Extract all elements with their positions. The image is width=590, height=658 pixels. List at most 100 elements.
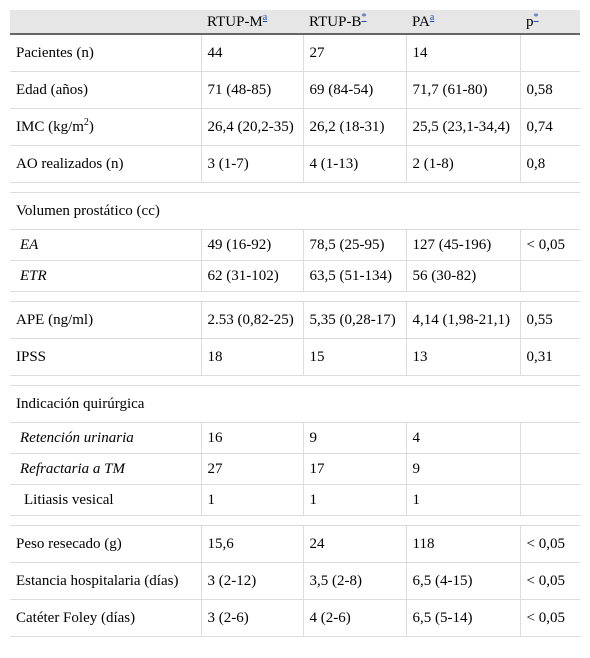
cell-rtup-b: 63,5 (51-134) [303,260,407,292]
cell-pa: 9 [406,453,521,485]
cell-pa: 4,14 (1,98-21,1) [406,301,521,339]
cell-rtup-b: 5,35 (0,28-17) [303,301,407,339]
cell-pa: 4 [406,422,521,454]
row-label: Retención urinaria [10,422,202,454]
cell-rtup-m: 71 (48-85) [201,71,304,109]
table-row: Pacientes (n) 44 27 14 [10,34,580,72]
section-row: Volumen prostático (cc) [10,192,580,230]
cell-p: < 0,05 [520,599,580,637]
cell-p: 0,74 [520,108,580,146]
cell-pa: 14 [406,34,521,72]
table-row: Estancia hospitalaria (días) 3 (2-12) 3,… [10,562,580,600]
cell-rtup-m: 3 (2-12) [201,562,304,600]
cell-rtup-m: 3 (1-7) [201,145,304,183]
cell-rtup-m: 15,6 [201,525,304,563]
table-row: Edad (años) 71 (48-85) 69 (84-54) 71,7 (… [10,71,580,109]
header-rtup-m: RTUP-Ma [201,10,303,35]
row-label: Estancia hospitalaria (días) [10,562,202,600]
spacer-row [10,182,580,193]
cell-rtup-m: 3 (2-6) [201,599,304,637]
table-row: EA 49 (16-92) 78,5 (25-95) 127 (45-196) … [10,229,580,261]
spacer-row [10,515,580,526]
cell-p: 0,55 [520,301,580,339]
row-label: Litiasis vesical [10,484,202,516]
cell-rtup-m: 1 [201,484,304,516]
cell-pa: 56 (30-82) [406,260,521,292]
row-label: AO realizados (n) [10,145,202,183]
row-label: APE (ng/ml) [10,301,202,339]
spacer-row [10,375,580,386]
cell-rtup-b: 4 (1-13) [303,145,407,183]
cell-rtup-b: 3,5 (2-8) [303,562,407,600]
cell-rtup-b: 4 (2-6) [303,599,407,637]
table-row: Retención urinaria 16 9 4 [10,422,580,454]
cell-rtup-m: 16 [201,422,304,454]
table-row: AO realizados (n) 3 (1-7) 4 (1-13) 2 (1-… [10,145,580,183]
row-label: Refractaria a TM [10,453,202,485]
row-label: Pacientes (n) [10,34,202,72]
results-table: RTUP-Ma RTUP-B* PAa p* Pacientes (n) 44 … [10,10,580,637]
cell-rtup-m: 2.53 (0,82-25) [201,301,304,339]
table-row: IPSS 18 15 13 0,31 [10,338,580,376]
cell-p [520,453,580,485]
spacer-row [10,291,580,302]
cell-p: < 0,05 [520,525,580,563]
section-row: Indicación quirúrgica [10,385,580,423]
footnote-link[interactable]: * [533,11,539,23]
cell-p [520,260,580,292]
cell-p [520,34,580,72]
cell-rtup-b: 1 [303,484,407,516]
cell-rtup-b: 78,5 (25-95) [303,229,407,261]
cell-p: 0,58 [520,71,580,109]
row-label: Edad (años) [10,71,202,109]
cell-rtup-m: 44 [201,34,304,72]
cell-pa: 118 [406,525,521,563]
cell-p: < 0,05 [520,229,580,261]
row-label: Catéter Foley (días) [10,599,202,637]
cell-rtup-b: 17 [303,453,407,485]
header-p: p* [520,10,580,35]
cell-pa: 71,7 (61-80) [406,71,521,109]
table-row: Catéter Foley (días) 3 (2-6) 4 (2-6) 6,5… [10,599,580,637]
cell-pa: 6,5 (5-14) [406,599,521,637]
cell-rtup-m: 27 [201,453,304,485]
cell-pa: 1 [406,484,521,516]
table-row: Refractaria a TM 27 17 9 [10,453,580,485]
table-row: IMC (kg/m2) 26,4 (20,2-35) 26,2 (18-31) … [10,108,580,146]
cell-rtup-m: 62 (31-102) [201,260,304,292]
cell-p: 0,31 [520,338,580,376]
footnote-link[interactable]: * [361,11,367,23]
table-row: Peso resecado (g) 15,6 24 118 < 0,05 [10,525,580,563]
header-pa: PAa [406,10,520,35]
header-empty [10,10,201,35]
table-row: APE (ng/ml) 2.53 (0,82-25) 5,35 (0,28-17… [10,301,580,339]
section-title-indicacion: Indicación quirúrgica [10,385,580,423]
cell-pa: 13 [406,338,521,376]
cell-p: 0,8 [520,145,580,183]
table-row: ETR 62 (31-102) 63,5 (51-134) 56 (30-82) [10,260,580,292]
row-label: IPSS [10,338,202,376]
cell-rtup-b: 27 [303,34,407,72]
row-label: ETR [10,260,202,292]
cell-rtup-m: 18 [201,338,304,376]
table-row: Litiasis vesical 1 1 1 [10,484,580,516]
cell-rtup-m: 49 (16-92) [201,229,304,261]
cell-rtup-m: 26,4 (20,2-35) [201,108,304,146]
footnote-link[interactable]: a [429,11,435,23]
cell-pa: 25,5 (23,1-34,4) [406,108,521,146]
cell-rtup-b: 26,2 (18-31) [303,108,407,146]
cell-p: < 0,05 [520,562,580,600]
section-title-volumen: Volumen prostático (cc) [10,192,580,230]
cell-pa: 2 (1-8) [406,145,521,183]
cell-rtup-b: 69 (84-54) [303,71,407,109]
cell-rtup-b: 24 [303,525,407,563]
cell-rtup-b: 9 [303,422,407,454]
cell-p [520,422,580,454]
cell-pa: 127 (45-196) [406,229,521,261]
table-header: RTUP-Ma RTUP-B* PAa p* [10,10,580,35]
row-label: Peso resecado (g) [10,525,202,563]
footnote-link[interactable]: a [262,11,268,23]
row-label: IMC (kg/m2) [10,108,202,146]
cell-p [520,484,580,516]
header-rtup-b: RTUP-B* [303,10,406,35]
